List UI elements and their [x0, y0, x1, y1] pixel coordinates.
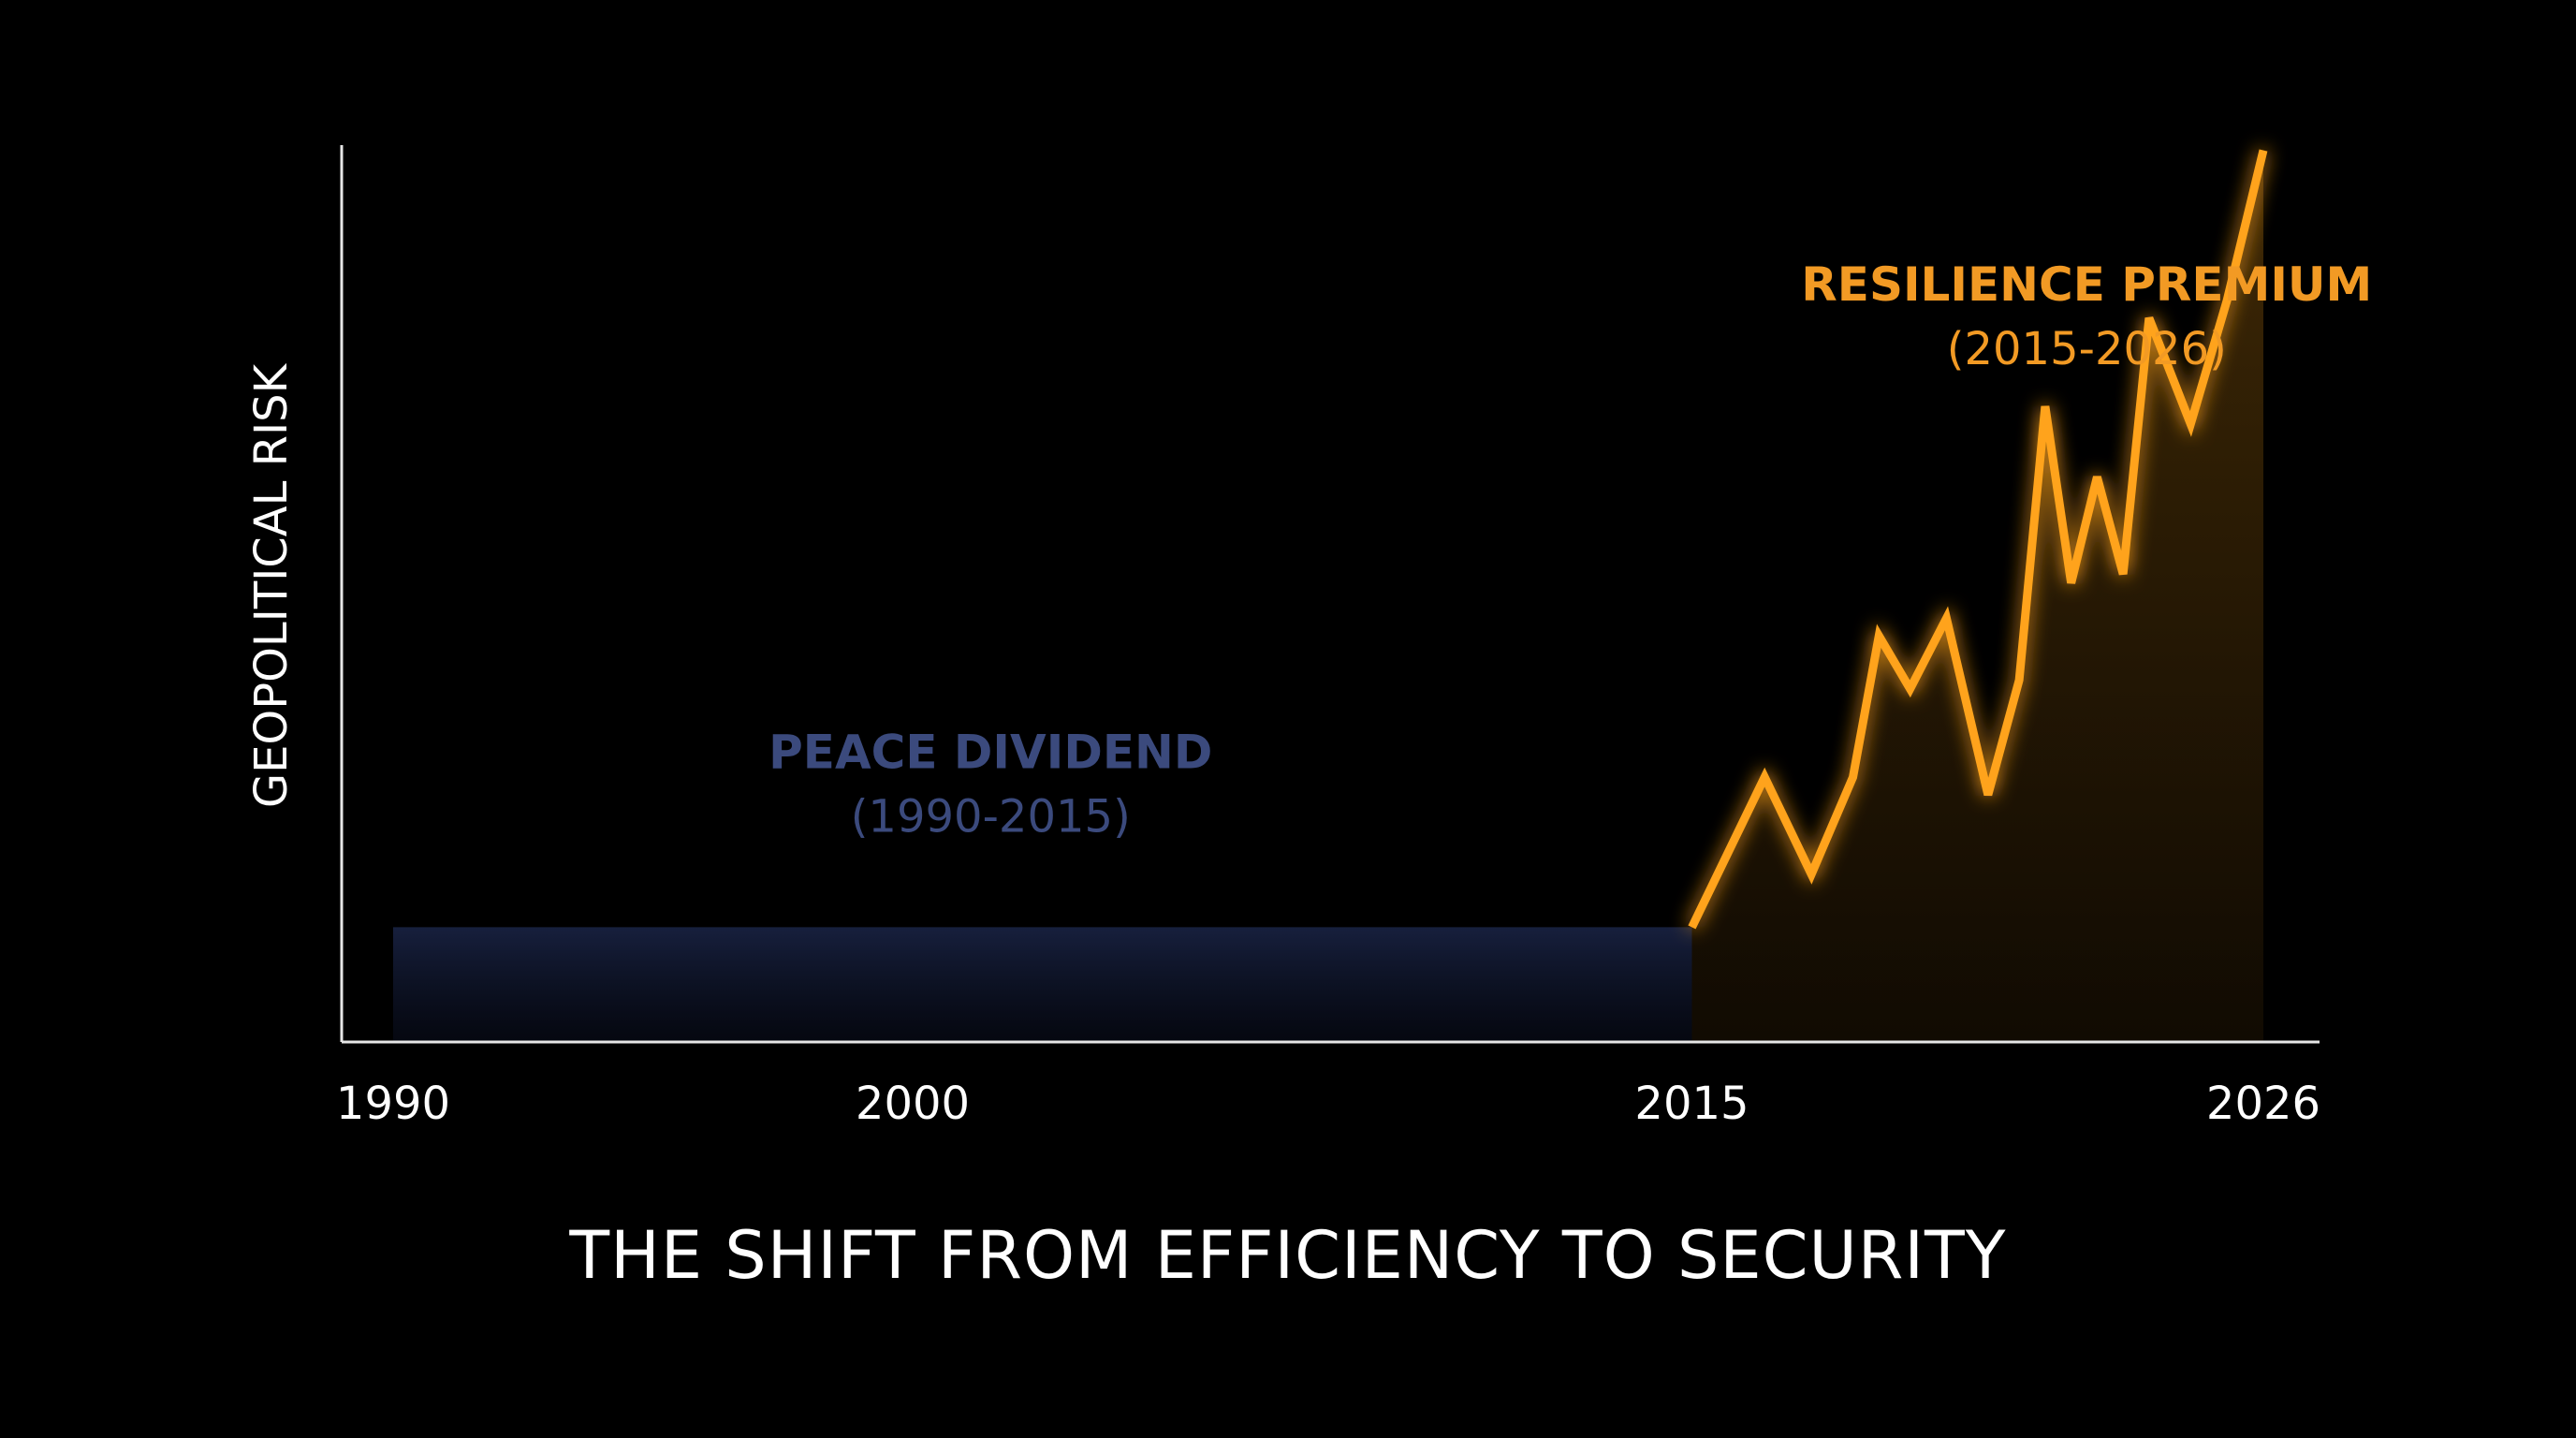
- series-area-2: [1691, 150, 2263, 1042]
- y-axis-label: GEOPOLITICAL RISK: [245, 362, 298, 808]
- chart-caption: THE SHIFT FROM EFFICIENCY TO SECURITY: [569, 1217, 2007, 1294]
- series-area-1: [393, 927, 1692, 1042]
- annotation-title: PEACE DIVIDEND: [768, 726, 1212, 780]
- x-tick-label: 2026: [2206, 1078, 2320, 1130]
- x-tick-label: 1990: [336, 1078, 450, 1130]
- annotations: PEACE DIVIDEND (1990-2015) RESILIENCE PREM…: [768, 257, 2372, 844]
- annotation-title: RESILIENCE PREMIUM: [1801, 257, 2372, 312]
- annotation-subtitle: (2015-2026): [1947, 323, 2227, 375]
- x-tick-labels: 1990 2000 2015 2026: [336, 1078, 2320, 1130]
- series-lines: [393, 149, 2268, 932]
- x-tick-label: 2015: [1634, 1078, 1749, 1130]
- series-line-2: [1688, 149, 2268, 930]
- annotation-subtitle: (1990-2015): [851, 791, 1131, 844]
- axes: [340, 145, 2320, 1044]
- x-tick-label: 2000: [856, 1078, 970, 1130]
- area-fills: [393, 150, 2263, 1042]
